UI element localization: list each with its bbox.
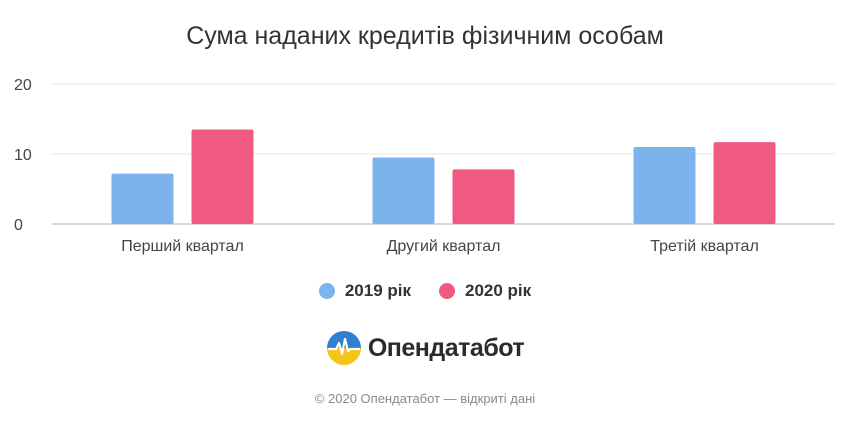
legend-item-2019[interactable]: 2019 рік [318, 281, 411, 301]
opendatabot-logo-icon [326, 331, 361, 365]
x-tick-label: Перший квартал [121, 238, 244, 255]
legend: 2019 рік 2020 рік [0, 281, 850, 301]
bar-2020-рік-2[interactable] [452, 169, 515, 224]
legend-label-2020: 2020 рік [465, 281, 532, 300]
y-tick-label: 0 [14, 217, 23, 234]
bar-2019-рік-2[interactable] [372, 157, 435, 225]
bar-2019-рік-1[interactable] [111, 173, 174, 224]
legend-item-2020[interactable]: 2020 рік [439, 281, 531, 301]
brand-logo: Опендатабот [0, 330, 850, 366]
brand-name: Опендатабот [367, 333, 525, 362]
bars [111, 129, 776, 225]
x-axis-labels: Перший квартал Другий квартал Третій кварт… [121, 238, 759, 255]
bar-2020-рік-3[interactable] [713, 142, 776, 224]
bar-2019-рік-3[interactable] [633, 147, 696, 224]
y-tick-label: 10 [14, 147, 32, 164]
legend-swatch-2019 [318, 283, 335, 299]
legend-swatch-2020 [439, 283, 455, 299]
chart-title: Сума наданих кредитів фізичним особам [186, 22, 664, 50]
x-tick-label: Третій квартал [650, 238, 759, 255]
y-axis-ticks: 0 10 20 [14, 77, 32, 234]
bar-2020-рік-1[interactable] [191, 129, 254, 225]
legend-label-2019: 2019 рік [344, 281, 411, 300]
grid-lines [52, 83, 835, 225]
x-tick-label: Другий квартал [387, 238, 501, 255]
copyright-footer: © 2020 Опендатабот — відкриті дані [314, 391, 536, 406]
y-tick-label: 20 [14, 77, 32, 94]
